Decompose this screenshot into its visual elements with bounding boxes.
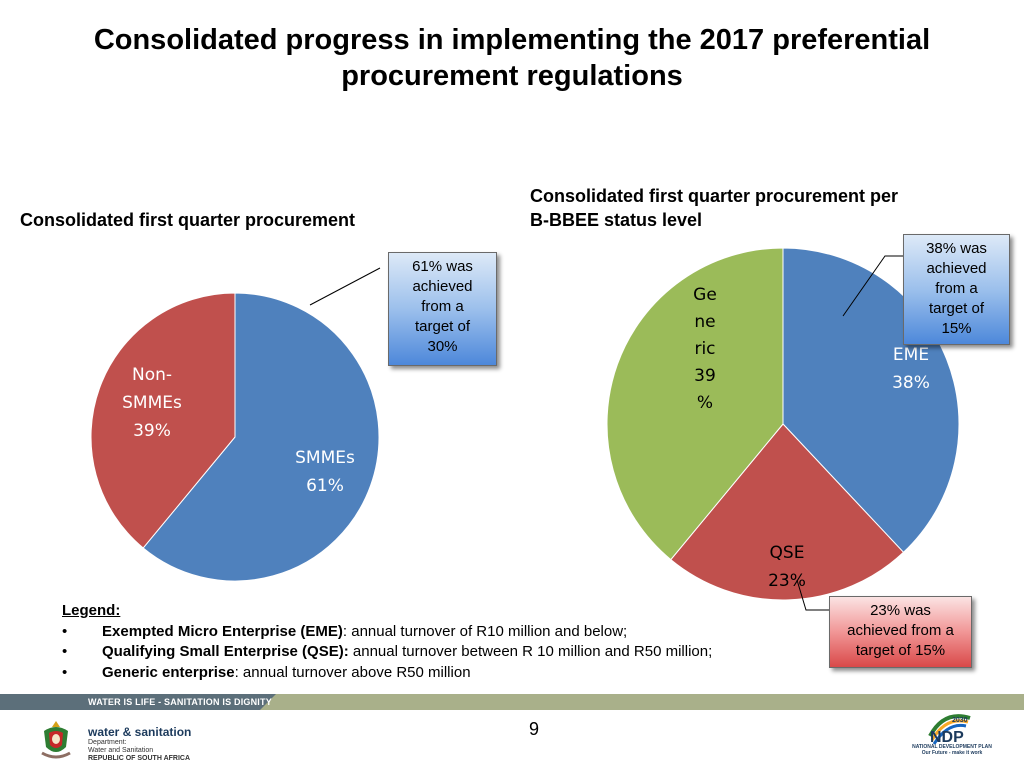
coat-of-arms-icon	[41, 721, 71, 759]
pie-slice-label-line: %	[697, 393, 713, 413]
ndp-line: NATIONAL DEVELOPMENT PLAN	[912, 744, 992, 750]
callout-qse-target: 23% was achieved from a target of 15%	[829, 596, 972, 668]
legend-desc: annual turnover between R 10 million and…	[348, 643, 713, 660]
callout-smmes-line: 30%	[427, 338, 458, 355]
pie-slice-label: QSE 23%	[768, 543, 806, 591]
callout-eme-line: achieved	[926, 260, 987, 277]
callout-qse-line: achieved from a	[847, 622, 954, 639]
pie-slice-label-line: EME	[893, 345, 929, 365]
callout-smmes-target: 61% was achieved from a target of 30%	[388, 252, 497, 366]
footer-band-dark	[0, 694, 276, 710]
ndp-logo-icon: 2030 NDP	[928, 714, 971, 746]
pie-slice-label-line: 39%	[133, 421, 171, 441]
department-logo: water & sanitation Department: Water and…	[88, 726, 191, 763]
legend-title: Legend:	[62, 602, 121, 619]
pie-slice-label-line: 23%	[768, 571, 806, 591]
callout-smmes-line: target of	[414, 318, 471, 335]
pie-chart-procurement: SMMEs 61% Non- SMMEs 39%	[90, 292, 380, 582]
pie-charts: SMMEs 61% Non- SMMEs 39% EME 38% QSE 23% Ge ne ric…	[90, 247, 960, 611]
chart-right-title-line-1: Consolidated first quarter procurement p…	[530, 186, 899, 206]
legend-term: Generic enterprise	[102, 663, 235, 681]
pie-slice-label-line: 61%	[306, 476, 344, 496]
pie-slice-label-line: Non-	[132, 365, 172, 385]
callout-eme-target: 38% was achieved from a target of 15%	[903, 234, 1010, 345]
ndp-year: 2030	[952, 717, 968, 724]
pie-slice-label: SMMEs 61%	[295, 448, 355, 496]
pie-slice-label-line: Ge	[693, 285, 717, 305]
page-number: 9	[529, 719, 540, 739]
dept-line: Water and Sanitation	[88, 747, 154, 754]
dept-line: Department:	[88, 739, 127, 746]
ndp-logo-text: NDP	[930, 729, 964, 746]
dept-line: REPUBLIC OF SOUTH AFRICA	[88, 755, 191, 762]
legend-item-eme: Exempted Micro Enterprise (EME): annual …	[62, 622, 712, 643]
ndp-caption: NATIONAL DEVELOPMENT PLAN Our Future - m…	[912, 744, 992, 756]
legend-desc: : annual turnover above R50 million	[234, 663, 471, 681]
legend-list: Exempted Micro Enterprise (EME): annual …	[62, 622, 712, 684]
slide-title-line-2: procurement regulations	[341, 60, 683, 92]
callout-eme-line: from a	[935, 280, 978, 297]
pie-slice-label: EME 38%	[892, 345, 930, 393]
leader-line-qse	[796, 579, 829, 611]
pie-slice-label-line: QSE	[770, 543, 805, 563]
pie-slice-label-line: ne	[694, 312, 715, 332]
legend-item-generic: Generic enterprise: annual turnover abov…	[62, 663, 712, 684]
pie-slice	[670, 423, 905, 601]
pie-slice	[142, 292, 380, 582]
callout-eme-line: 38% was	[926, 240, 987, 257]
callout-qse-line: target of 15%	[855, 642, 946, 659]
legend-desc: : annual turnover of R10 million and bel…	[342, 622, 628, 640]
leader-line-smmes	[309, 267, 381, 306]
callout-eme-line: target of	[928, 300, 985, 317]
pie-slice-label: Non- SMMEs 39%	[122, 365, 182, 441]
pie-slice-label-line: 38%	[892, 373, 930, 393]
pie-slice-label-line: SMMEs	[295, 448, 355, 468]
chart-left-title: Consolidated first quarter procurement	[20, 210, 356, 230]
callout-smmes-line: achieved	[412, 278, 473, 295]
slide-title: Consolidated progress in implementing th…	[40, 22, 984, 94]
footer-band: WATER IS LIFE - SANITATION IS DIGNITY	[0, 694, 1024, 710]
pie-slice	[606, 247, 784, 561]
pie-slice-label-line: SMMEs	[122, 393, 182, 413]
chart-right-title-line-2: B-BBEE status level	[530, 210, 703, 230]
pie-slice-label: Ge ne ric 39%	[693, 285, 717, 413]
callout-qse-line: 23% was	[870, 602, 931, 619]
pie-slice	[90, 292, 236, 549]
callout-smmes-line: from a	[421, 298, 464, 315]
chart-right-title: Consolidated first quarter procurement p…	[530, 184, 970, 232]
dept-brand: water & sanitation	[88, 725, 192, 739]
pie-slice-label-line: 39	[694, 366, 716, 386]
callout-leader-lines	[309, 255, 903, 611]
legend-term: Qualifying Small Enterprise (QSE):	[102, 643, 349, 660]
callout-smmes-line: 61% was	[412, 258, 473, 275]
legend-item-qse: Qualifying Small Enterprise (QSE): annua…	[62, 642, 712, 663]
legend: Legend: Exempted Micro Enterprise (EME):…	[62, 601, 712, 683]
leader-line-eme	[842, 255, 903, 317]
pie-slice-label-line: ric	[694, 339, 715, 359]
callout-eme-line: 15%	[941, 320, 972, 337]
ndp-line: Our Future - make it work	[921, 750, 983, 756]
slide-title-line-1: Consolidated progress in implementing th…	[93, 24, 931, 56]
legend-term: Exempted Micro Enterprise (EME)	[102, 622, 343, 640]
footer-slogan: WATER IS LIFE - SANITATION IS DIGNITY	[88, 697, 272, 707]
